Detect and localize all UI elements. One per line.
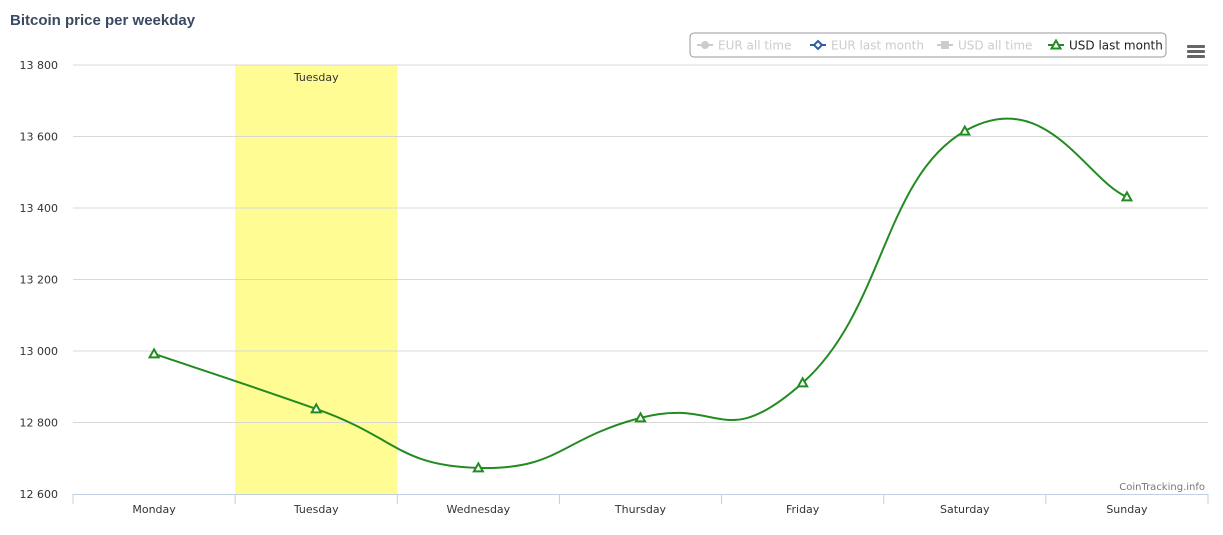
data-point[interactable] — [147, 347, 161, 359]
y-tick-label: 13 200 — [20, 274, 59, 287]
triangle-marker-icon — [1049, 38, 1063, 50]
y-tick-label: 12 600 — [20, 488, 59, 501]
legend-item[interactable]: EUR last month — [810, 39, 924, 53]
chart-title: Bitcoin price per weekday — [10, 12, 196, 29]
diamond-marker-icon — [812, 39, 824, 51]
data-point[interactable] — [634, 411, 647, 423]
x-tick-label: Friday — [786, 503, 820, 516]
square-marker-icon — [941, 41, 949, 49]
x-tick-label: Saturday — [940, 503, 990, 516]
data-point[interactable] — [1120, 190, 1134, 202]
x-tick-label: Sunday — [1106, 503, 1148, 516]
legend-item[interactable]: USD all time — [937, 39, 1032, 53]
credits[interactable]: CoinTracking.info — [1119, 482, 1205, 493]
legend-label: EUR all time — [718, 39, 791, 53]
circle-marker-icon — [701, 41, 709, 49]
y-tick-label: 13 800 — [20, 59, 59, 72]
data-point[interactable] — [796, 376, 809, 388]
x-tick-label: Tuesday — [293, 503, 339, 516]
y-tick-label: 13 400 — [20, 202, 59, 215]
y-tick-label: 12 800 — [20, 417, 59, 430]
legend-label: USD last month — [1069, 39, 1163, 53]
data-point[interactable] — [472, 461, 485, 473]
legend-box — [689, 32, 1167, 58]
legend-label: EUR last month — [831, 39, 924, 53]
y-tick-label: 13 000 — [20, 345, 59, 358]
legend-item[interactable]: EUR all time — [697, 39, 791, 53]
legend-item[interactable]: USD last month — [1048, 38, 1163, 53]
y-tick-label: 13 600 — [20, 131, 59, 144]
band-label: Tuesday — [293, 71, 339, 84]
hamburger-menu-icon[interactable] — [1187, 45, 1205, 58]
x-tick-label: Thursday — [614, 503, 667, 516]
data-point[interactable] — [958, 124, 971, 136]
x-tick-label: Monday — [132, 503, 176, 516]
data-point[interactable] — [310, 402, 323, 414]
legend-label: USD all time — [958, 39, 1032, 53]
x-tick-label: Wednesday — [447, 503, 511, 516]
